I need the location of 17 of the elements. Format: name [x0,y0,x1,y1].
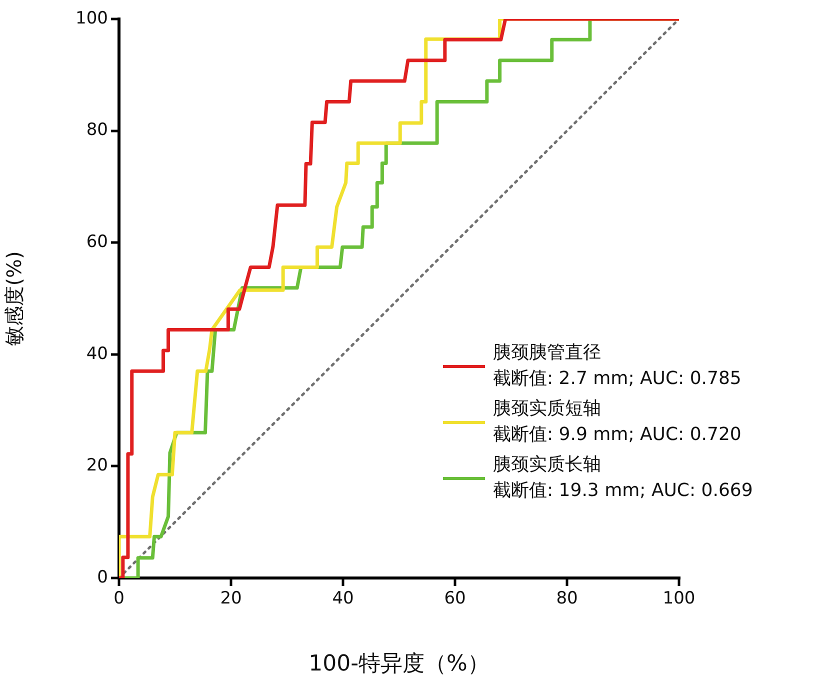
x-tick-label: 100 [662,588,696,609]
y-axis-title: 敏感度(%) [2,251,26,346]
x-tick-label: 60 [444,588,466,609]
y-tick-label: 100 [76,8,108,28]
x-axis-title: 100-特异度（%） [308,652,490,677]
y-tick-label: 40 [86,344,108,364]
y-tick-label: 20 [86,456,108,476]
x-tick-label: 80 [556,588,578,609]
y-tick-label: 80 [86,120,108,140]
legend-label: 胰颈实质短轴截断值: 9.9 mm; AUC: 0.720 [493,397,742,447]
x-tick-label: 20 [220,588,242,609]
x-tick-label: 40 [332,588,354,609]
x-tick-label: 0 [114,588,124,609]
y-tick-label: 60 [86,232,108,252]
y-tick-label: 0 [97,567,108,588]
legend-label: 胰颈胰管直径截断值: 2.7 mm; AUC: 0.785 [493,341,742,391]
legend-label: 胰颈实质长轴截断值: 19.3 mm; AUC: 0.669 [493,453,753,503]
